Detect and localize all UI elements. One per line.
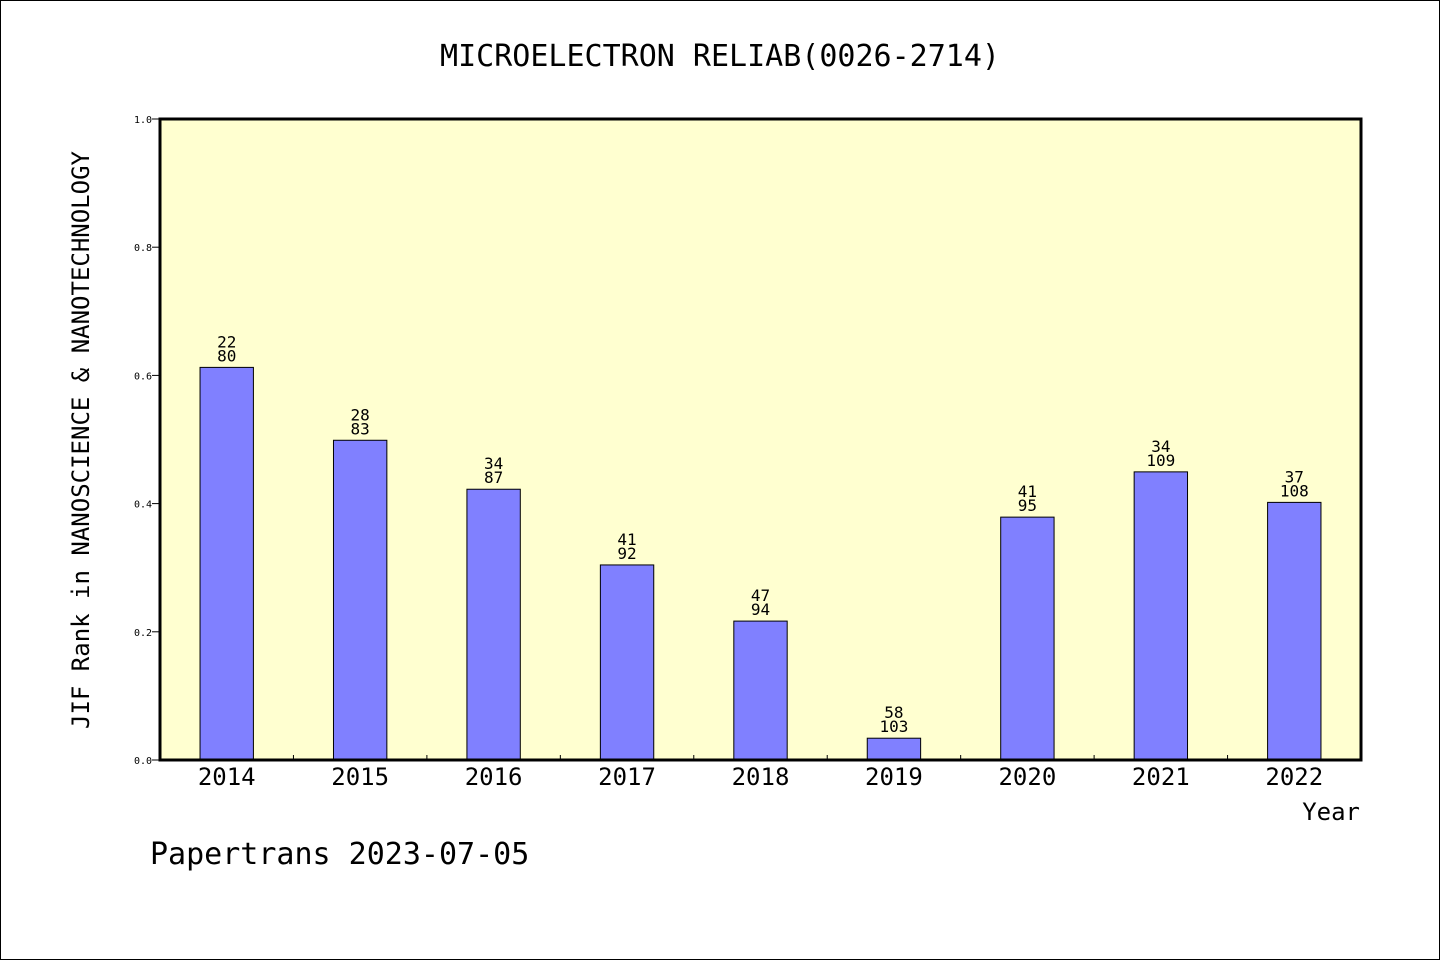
- bar-rank-label: 47: [751, 586, 770, 605]
- bar-total-label: 95: [1018, 496, 1037, 515]
- bar-2021: [1133, 471, 1189, 761]
- x-axis-ticks: 2014 2015 2016 2017 2018 2019 2020 2021 2022: [198, 755, 1323, 791]
- bar-rank-label: 58: [884, 703, 903, 722]
- bars: [199, 366, 1322, 761]
- bar-total-label: 94: [751, 600, 770, 619]
- x-tick-label: 2017: [598, 763, 656, 791]
- bar-rank-label: 34: [484, 454, 503, 473]
- x-axis-label: Year: [1302, 798, 1360, 826]
- y-axis-label: JIF Rank in NANOSCIENCE & NANOTECHNOLOGY: [67, 150, 95, 729]
- bar-total-label: 83: [351, 419, 370, 438]
- bar-total-label: 103: [879, 717, 908, 736]
- x-tick-label: 2014: [198, 763, 256, 791]
- bar-rank-label: 28: [351, 405, 370, 424]
- bar-total-label: 109: [1146, 451, 1175, 470]
- bar-rank-label: 41: [1018, 482, 1037, 501]
- x-tick-label: 2022: [1265, 763, 1323, 791]
- bar-2017: [599, 564, 655, 761]
- y-axis-ticks: 0.0 0.2 0.4 0.6 0.8 1.0: [134, 115, 160, 767]
- bar-total-label: 92: [617, 544, 636, 563]
- bar-2014: [199, 366, 254, 761]
- chart-title: MICROELECTRON RELIAB(0026-2714): [440, 39, 1000, 74]
- x-tick-label: 2016: [465, 763, 523, 791]
- x-tick-label: 2015: [331, 763, 389, 791]
- y-tick-label: 0.8: [134, 243, 152, 254]
- y-tick-label: 0.4: [134, 500, 152, 511]
- bar-2018: [733, 620, 788, 761]
- bar-rank-label: 22: [217, 332, 236, 351]
- x-tick-label: 2018: [732, 763, 790, 791]
- bar-2020: [1000, 516, 1055, 761]
- plot-border: [158, 117, 1363, 762]
- y-tick-label: 0.0: [134, 756, 152, 767]
- y-tick-label: 0.2: [134, 628, 152, 639]
- bar-rank-label: 34: [1151, 437, 1170, 456]
- bar-2016: [466, 488, 521, 761]
- bar-total-label: 87: [484, 468, 503, 487]
- bar-rank-label: 41: [617, 530, 636, 549]
- bar-2022: [1267, 501, 1322, 761]
- bar-2015: [332, 439, 388, 761]
- x-tick-label: 2021: [1132, 763, 1190, 791]
- bar-2019: [866, 737, 922, 761]
- y-tick-label: 1.0: [134, 115, 152, 126]
- bar-rank-label: 37: [1285, 467, 1304, 486]
- bar-total-label: 80: [217, 346, 236, 365]
- y-tick-label: 0.6: [134, 371, 152, 382]
- bar-total-label: 108: [1280, 481, 1309, 500]
- x-tick-label: 2019: [865, 763, 923, 791]
- footer-credit: Papertrans 2023-07-05: [150, 837, 529, 872]
- x-tick-label: 2020: [998, 763, 1056, 791]
